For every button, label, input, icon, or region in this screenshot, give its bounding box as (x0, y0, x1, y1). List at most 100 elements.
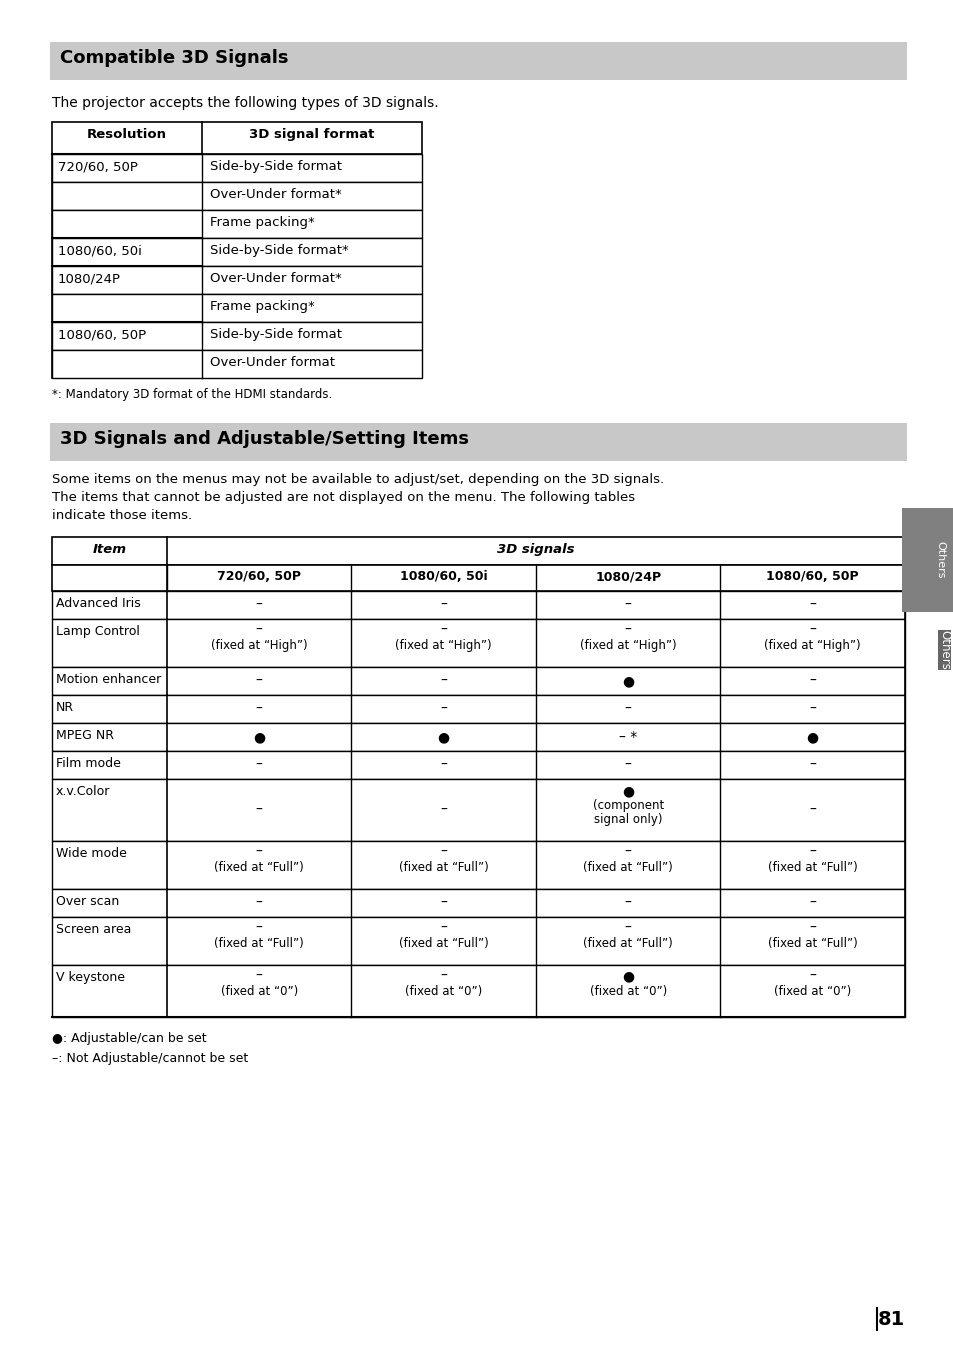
Text: (fixed at “Full”): (fixed at “Full”) (214, 937, 304, 950)
Text: ●: ● (621, 784, 634, 798)
Text: (fixed at “Full”): (fixed at “Full”) (214, 861, 304, 873)
Text: Side-by-Side format: Side-by-Side format (210, 160, 341, 173)
Text: V keystone: V keystone (56, 971, 125, 984)
Text: –: – (624, 921, 631, 936)
Bar (52, 619, 904, 667)
Text: x.v.Color: x.v.Color (56, 786, 111, 798)
Text: –: – (440, 921, 447, 936)
Text: –: – (808, 896, 816, 910)
Text: Motion enhancer: Motion enhancer (56, 673, 161, 685)
Bar (52, 591, 904, 619)
Text: Frame packing*: Frame packing* (210, 300, 314, 314)
Text: (fixed at “Full”): (fixed at “Full”) (583, 937, 673, 950)
Text: –: – (255, 969, 262, 983)
Bar (52, 779, 904, 841)
Text: –: – (808, 702, 816, 717)
Text: Wide mode: Wide mode (56, 846, 127, 860)
Text: – *: – * (618, 730, 637, 744)
Text: –: – (624, 896, 631, 910)
Text: ●: ● (437, 730, 450, 744)
Text: (fixed at “Full”): (fixed at “Full”) (767, 861, 857, 873)
Bar (50, 42, 906, 80)
Text: The items that cannot be adjusted are not displayed on the menu. The following t: The items that cannot be adjusted are no… (52, 491, 635, 504)
Text: Over-Under format*: Over-Under format* (210, 188, 341, 201)
Text: Over-Under format*: Over-Under format* (210, 272, 341, 285)
Text: ●: Adjustable/can be set: ●: Adjustable/can be set (52, 1032, 207, 1045)
Bar (52, 154, 421, 183)
Text: Film mode: Film mode (56, 757, 121, 771)
Text: (fixed at “0”): (fixed at “0”) (405, 986, 482, 998)
Text: 720/60, 50P: 720/60, 50P (58, 161, 138, 174)
Text: –: Not Adjustable/cannot be set: –: Not Adjustable/cannot be set (52, 1052, 248, 1065)
Text: –: – (440, 675, 447, 688)
Text: signal only): signal only) (594, 813, 661, 826)
Text: Over-Under format: Over-Under format (210, 356, 335, 369)
Text: –: – (808, 623, 816, 637)
Text: 1080/60, 50i: 1080/60, 50i (399, 571, 487, 583)
Text: 1080/24P: 1080/24P (595, 571, 660, 583)
Text: indicate those items.: indicate those items. (52, 508, 192, 522)
Text: 1080/60, 50P: 1080/60, 50P (58, 329, 146, 342)
Text: (fixed at “0”): (fixed at “0”) (220, 986, 297, 998)
Bar (52, 723, 904, 750)
Text: (fixed at “Full”): (fixed at “Full”) (583, 861, 673, 873)
Bar (52, 917, 904, 965)
Text: Advanced Iris: Advanced Iris (56, 598, 141, 610)
Text: 3D Signals and Adjustable/Setting Items: 3D Signals and Adjustable/Setting Items (60, 430, 469, 448)
Text: –: – (255, 598, 262, 612)
Text: (fixed at “High”): (fixed at “High”) (211, 639, 307, 652)
Text: –: – (624, 702, 631, 717)
Bar (52, 322, 421, 350)
Text: –: – (808, 675, 816, 688)
Bar (52, 890, 904, 917)
Text: (fixed at “High”): (fixed at “High”) (579, 639, 676, 652)
Text: (fixed at “High”): (fixed at “High”) (395, 639, 492, 652)
Text: Side-by-Side format*: Side-by-Side format* (210, 243, 349, 257)
Text: Others: Others (934, 541, 944, 579)
Text: –: – (440, 758, 447, 772)
Text: –: – (440, 803, 447, 817)
Text: –: – (624, 845, 631, 859)
Bar (52, 750, 904, 779)
Bar (52, 565, 904, 591)
Text: Screen area: Screen area (56, 923, 132, 936)
Bar (52, 238, 421, 266)
Text: –: – (255, 845, 262, 859)
Bar (52, 266, 421, 293)
Text: 1080/24P: 1080/24P (58, 273, 121, 287)
Text: 1080/60, 50i: 1080/60, 50i (58, 245, 142, 258)
Text: Lamp Control: Lamp Control (56, 625, 140, 638)
Text: NR: NR (56, 700, 74, 714)
Text: –: – (440, 623, 447, 637)
Text: Side-by-Side format: Side-by-Side format (210, 329, 341, 341)
Text: 720/60, 50P: 720/60, 50P (217, 571, 301, 583)
Text: (fixed at “Full”): (fixed at “Full”) (398, 937, 488, 950)
Text: –: – (255, 896, 262, 910)
Text: Compatible 3D Signals: Compatible 3D Signals (60, 49, 288, 68)
Bar (52, 537, 904, 565)
Text: –: – (808, 758, 816, 772)
Bar (52, 293, 421, 322)
Bar (52, 695, 904, 723)
Text: –: – (440, 598, 447, 612)
Text: 3D signals: 3D signals (497, 544, 574, 556)
Text: MPEG NR: MPEG NR (56, 729, 113, 742)
Text: ●: ● (621, 675, 634, 688)
Text: (fixed at “0”): (fixed at “0”) (773, 986, 850, 998)
Text: Resolution: Resolution (87, 128, 167, 141)
Text: Item: Item (92, 544, 127, 556)
Text: –: – (255, 758, 262, 772)
Text: ●: ● (621, 969, 634, 983)
Text: Frame packing*: Frame packing* (210, 216, 314, 228)
Text: ●: ● (806, 730, 818, 744)
Bar (52, 183, 421, 210)
Text: –: – (255, 623, 262, 637)
Text: 81: 81 (877, 1310, 904, 1329)
Text: *: Mandatory 3D format of the HDMI standards.: *: Mandatory 3D format of the HDMI stand… (52, 388, 332, 402)
Text: (fixed at “Full”): (fixed at “Full”) (398, 861, 488, 873)
Text: (fixed at “High”): (fixed at “High”) (763, 639, 861, 652)
Bar (52, 667, 904, 695)
Text: (fixed at “Full”): (fixed at “Full”) (767, 937, 857, 950)
Text: –: – (808, 598, 816, 612)
Bar (52, 122, 421, 154)
